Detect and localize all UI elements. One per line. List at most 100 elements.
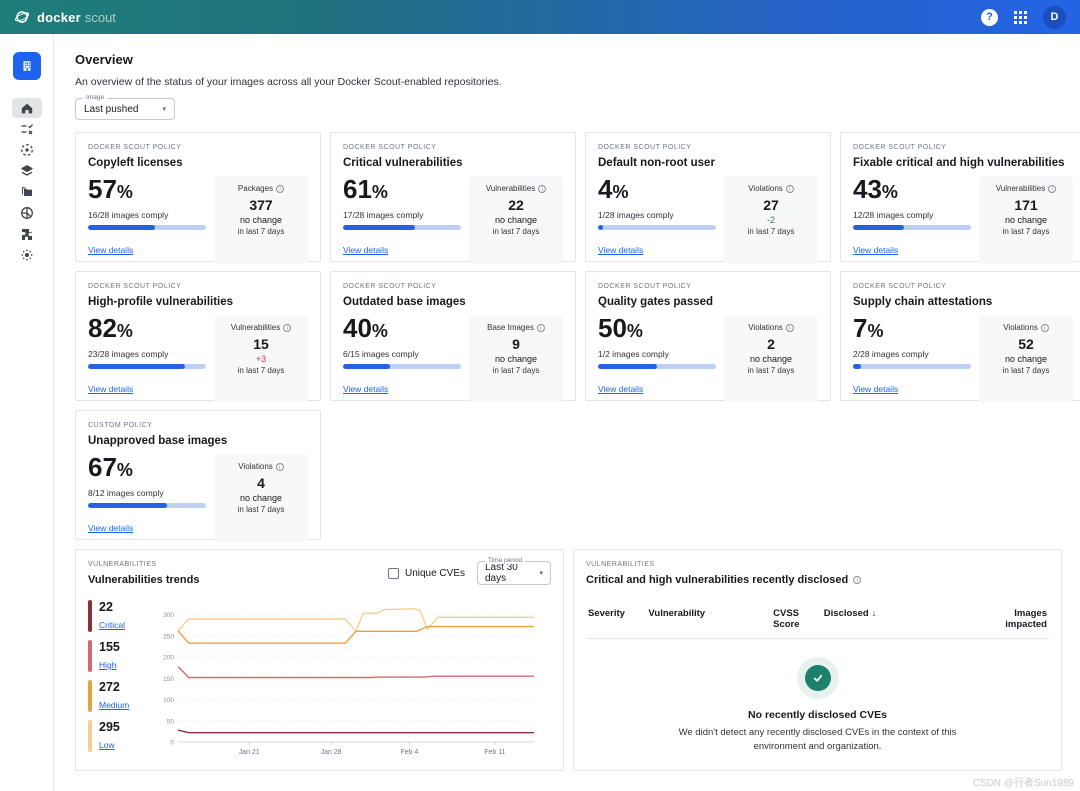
unique-cves-checkbox[interactable] <box>387 567 399 579</box>
policy-card: DOCKER SCOUT POLICY Critical vulnerabili… <box>330 132 576 264</box>
policy-card: DOCKER SCOUT POLICY Quality gates passed… <box>585 271 831 403</box>
images-comply-label: 17/28 images comply <box>343 210 424 220</box>
column-cvss-score[interactable]: CVSS Score <box>773 608 800 630</box>
image-filter-label: Image <box>83 94 108 101</box>
integrations-icon <box>21 229 32 240</box>
sidebar-item-images[interactable] <box>12 140 42 160</box>
stat-label: Violations <box>748 184 783 193</box>
sidebar-item-vulnerabilities[interactable] <box>12 203 42 223</box>
apps-grid-icon[interactable] <box>1014 10 1027 24</box>
stat-box: Violations i 4 no change in last 7 days <box>214 454 308 542</box>
stat-change: -2 <box>766 215 775 225</box>
sidebar-item-home[interactable] <box>11 98 42 118</box>
stat-label: Violations <box>238 462 273 471</box>
view-details-link[interactable]: View details <box>88 523 134 533</box>
image-filter-select[interactable]: Image Last pushed ▾ <box>75 94 175 120</box>
images-comply-label: 6/15 images comply <box>343 349 419 359</box>
compliance-progress-bar <box>343 225 461 230</box>
series-high <box>177 666 534 679</box>
vulnerabilities-trends-panel: VULNERABILITIES Vulnerabilities trends U… <box>75 549 564 771</box>
legend-severity-link[interactable]: Medium <box>99 700 130 710</box>
column-severity[interactable]: Severity <box>588 608 625 619</box>
sidebar-item-repositories[interactable] <box>12 182 42 202</box>
info-icon[interactable]: i <box>283 323 292 332</box>
sidebar <box>0 34 54 791</box>
policy-card: DOCKER SCOUT POLICY Fixable critical and… <box>840 132 1080 264</box>
svg-text:100: 100 <box>163 697 174 704</box>
main-content: Overview An overview of the status of yo… <box>54 34 1080 791</box>
view-details-link[interactable]: View details <box>598 245 644 255</box>
images-comply-label: 1/2 images comply <box>598 349 669 359</box>
info-icon[interactable]: i <box>275 462 284 471</box>
stat-label: Violations <box>1003 323 1038 332</box>
sidebar-item-policies[interactable] <box>12 119 42 139</box>
info-icon[interactable]: i <box>1040 323 1049 332</box>
sidebar-item-layers[interactable] <box>12 161 42 181</box>
compliance-progress-bar <box>88 503 206 508</box>
sidebar-item-integrations[interactable] <box>12 224 42 244</box>
policy-type-label: DOCKER SCOUT POLICY <box>853 283 947 290</box>
view-details-link[interactable]: View details <box>88 245 134 255</box>
sidebar-nav <box>11 98 42 265</box>
stat-value: 15 <box>253 336 269 352</box>
view-details-link[interactable]: View details <box>88 384 134 394</box>
disclosed-title: Critical and high vulnerabilities recent… <box>586 574 849 586</box>
info-icon[interactable]: i <box>1048 184 1057 193</box>
svg-text:200: 200 <box>163 655 174 662</box>
top-bar: docker scout ? D <box>0 0 1080 34</box>
policy-card: DOCKER SCOUT POLICY Copyleft licenses 57… <box>75 132 321 264</box>
trends-eyebrow: VULNERABILITIES <box>88 561 157 568</box>
compliance-percent: 82% <box>88 313 133 343</box>
stat-change: no change <box>1004 215 1048 225</box>
view-details-link[interactable]: View details <box>343 384 389 394</box>
compliance-percent: 7% <box>853 313 884 343</box>
stat-label: Vulnerabilities <box>995 184 1046 193</box>
legend-item-low: 295 Low <box>88 720 154 753</box>
org-switcher-button[interactable] <box>12 52 41 80</box>
user-avatar[interactable]: D <box>1043 5 1066 29</box>
view-details-link[interactable]: View details <box>343 245 389 255</box>
view-details-link[interactable]: View details <box>853 245 899 255</box>
stat-change: no change <box>1004 354 1048 364</box>
help-icon[interactable]: ? <box>981 8 998 26</box>
info-icon[interactable]: i <box>853 576 862 584</box>
info-icon[interactable]: i <box>785 323 794 332</box>
column-disclosed[interactable]: Disclosed ↓ <box>824 608 972 630</box>
info-icon[interactable]: i <box>785 184 794 193</box>
compliance-progress-bar <box>598 225 716 230</box>
legend-severity-link[interactable]: Critical <box>99 620 125 630</box>
stat-period: in last 7 days <box>747 227 795 236</box>
policy-cards-grid: DOCKER SCOUT POLICY Copyleft licenses 57… <box>75 132 1080 542</box>
check-circle-icon <box>804 665 831 691</box>
sort-desc-icon[interactable]: ↓ <box>871 608 877 618</box>
info-icon[interactable]: i <box>276 184 285 193</box>
docker-scout-logo[interactable]: docker scout <box>14 9 116 25</box>
policy-type-label: DOCKER SCOUT POLICY <box>853 144 947 151</box>
legend-severity-link[interactable]: High <box>99 660 117 670</box>
stat-period: in last 7 days <box>492 227 540 236</box>
stat-period: in last 7 days <box>1002 366 1050 375</box>
images-comply-label: 2/28 images comply <box>853 349 929 359</box>
policy-card: DOCKER SCOUT POLICY Outdated base images… <box>330 271 576 403</box>
settings-icon <box>20 249 33 261</box>
stat-box: Base Images i 9 no change in last 7 days <box>469 315 563 403</box>
stat-change: no change <box>239 493 283 503</box>
stat-change: no change <box>239 215 283 225</box>
time-period-select[interactable]: Time period Last 30 days ▾ <box>477 557 551 585</box>
policy-title: Copyleft licenses <box>88 157 183 169</box>
stat-value: 4 <box>257 475 265 491</box>
unique-cves-checkbox-group[interactable]: Unique CVEs <box>387 567 465 579</box>
stat-period: in last 7 days <box>237 505 285 514</box>
legend-severity-link[interactable]: Low <box>99 740 115 750</box>
compliance-progress-bar <box>88 364 206 369</box>
stat-value: 2 <box>767 336 775 352</box>
sidebar-item-settings[interactable] <box>12 245 42 265</box>
stat-value: 377 <box>249 197 273 213</box>
column-images-impacted[interactable]: Images impacted <box>1005 608 1047 630</box>
info-icon[interactable]: i <box>536 323 545 332</box>
view-details-link[interactable]: View details <box>598 384 644 394</box>
view-details-link[interactable]: View details <box>853 384 899 394</box>
brand-sub: scout <box>84 9 116 25</box>
info-icon[interactable]: i <box>538 184 547 193</box>
column-vulnerability[interactable]: Vulnerability <box>648 608 706 619</box>
